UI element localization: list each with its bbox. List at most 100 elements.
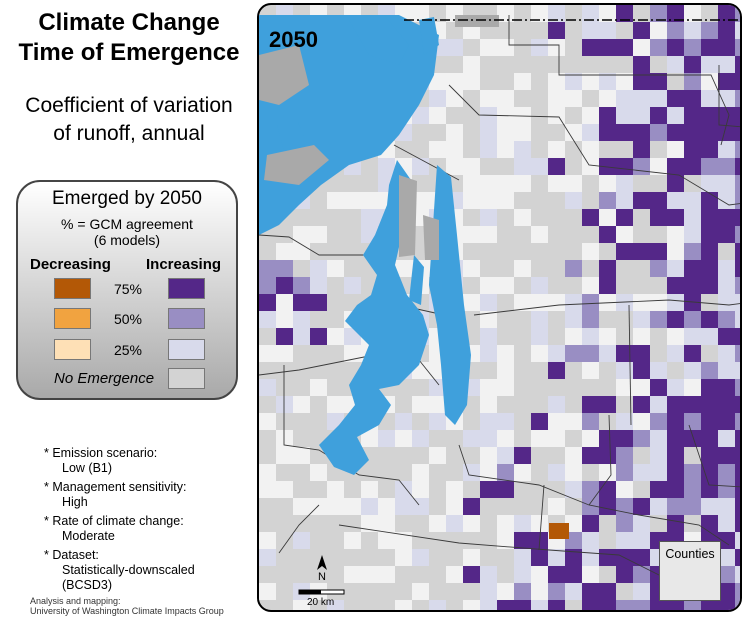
grid-cell — [565, 413, 582, 430]
grid-cell — [582, 447, 599, 464]
grid-cell — [582, 515, 599, 532]
counties-label: Counties — [665, 547, 715, 561]
grid-cell — [548, 5, 565, 22]
grid-cell — [548, 413, 565, 430]
grid-cell — [701, 73, 718, 90]
grid-cell — [684, 498, 701, 515]
legend-box: Emerged by 2050 % = GCM agreement (6 mod… — [16, 180, 238, 400]
grid-cell — [514, 294, 531, 311]
grid-cell — [684, 73, 701, 90]
grid-cell — [616, 39, 633, 56]
grid-cell — [701, 311, 718, 328]
grid-cell — [735, 90, 740, 107]
legend-level-75: 75% — [113, 281, 143, 297]
grid-cell — [684, 56, 701, 73]
grid-cell — [497, 175, 514, 192]
grid-cell — [616, 447, 633, 464]
grid-cell — [497, 5, 514, 22]
map-panel[interactable]: 2050 N 20 km Counties — [257, 3, 742, 612]
grid-cell — [548, 362, 565, 379]
grid-cell — [718, 56, 735, 73]
grid-cell — [684, 90, 701, 107]
grid-cell — [259, 379, 276, 396]
grid-cell — [701, 498, 718, 515]
grid-cell — [514, 73, 531, 90]
grid-cell — [650, 498, 667, 515]
grid-cell — [310, 294, 327, 311]
grid-cell — [599, 600, 616, 610]
grid-cell — [531, 345, 548, 362]
grid-cell — [361, 192, 378, 209]
grid-cell — [446, 566, 463, 583]
grid-cell — [599, 124, 616, 141]
grid-cell — [701, 141, 718, 158]
grid-cell — [650, 396, 667, 413]
grid-cell — [276, 311, 293, 328]
grid-cell — [701, 600, 718, 610]
grid-cell — [718, 396, 735, 413]
grid-cell — [565, 549, 582, 566]
grid-cell — [718, 583, 735, 600]
grid-cell — [667, 90, 684, 107]
note-management-label: * Management sensitivity: — [44, 480, 187, 494]
grid-cell — [667, 260, 684, 277]
grid-cell — [701, 158, 718, 175]
grid-cell — [514, 532, 531, 549]
counties-toggle-button[interactable]: Counties — [659, 541, 721, 601]
grid-cell — [395, 549, 412, 566]
grid-cell — [667, 5, 684, 22]
grid-cell — [667, 107, 684, 124]
grid-cell — [735, 583, 740, 600]
grid-cell — [718, 481, 735, 498]
grid-cell-decreasing — [549, 523, 569, 539]
grid-cell — [565, 583, 582, 600]
grid-cell — [497, 447, 514, 464]
north-arrow — [317, 555, 327, 570]
grid-cell — [463, 226, 480, 243]
subtitle-line-2: of runoff, annual — [53, 122, 205, 145]
grid-cell — [276, 277, 293, 294]
grid-cell — [701, 124, 718, 141]
grid-cell — [446, 124, 463, 141]
grid-cell — [650, 413, 667, 430]
grid-cell — [701, 209, 718, 226]
grid-cell — [633, 362, 650, 379]
grid-cell — [633, 73, 650, 90]
grid-cell — [429, 73, 446, 90]
grid-cell — [599, 22, 616, 39]
grid-cell — [514, 600, 531, 610]
grid-cell — [684, 39, 701, 56]
grid-cell — [735, 226, 740, 243]
grid-cell — [276, 260, 293, 277]
grid-cell — [480, 209, 497, 226]
grid-cell — [650, 447, 667, 464]
grid-cell — [429, 90, 446, 107]
grid-cell — [667, 413, 684, 430]
grid-cell — [633, 294, 650, 311]
grid-cell — [327, 498, 344, 515]
grid-cell — [531, 39, 548, 56]
grid-cell — [650, 73, 667, 90]
grid-cell — [650, 107, 667, 124]
grid-cell — [599, 447, 616, 464]
grid-cell — [650, 430, 667, 447]
grid-cell — [633, 90, 650, 107]
grid-cell — [548, 141, 565, 158]
grid-cell — [599, 396, 616, 413]
grid-cell — [412, 549, 429, 566]
grid-cell — [633, 532, 650, 549]
grid-cell — [412, 396, 429, 413]
grid-cell — [735, 345, 740, 362]
grid-cell — [412, 5, 429, 22]
grid-cell — [633, 549, 650, 566]
grid-cell — [667, 396, 684, 413]
grid-cell — [650, 39, 667, 56]
grid-cell — [463, 158, 480, 175]
grid-cell — [718, 73, 735, 90]
grid-cell — [650, 464, 667, 481]
grid-cell — [463, 566, 480, 583]
grid-cell — [599, 73, 616, 90]
swatch-decreasing-50 — [54, 308, 91, 329]
grid-cell — [582, 311, 599, 328]
grid-cell — [497, 413, 514, 430]
